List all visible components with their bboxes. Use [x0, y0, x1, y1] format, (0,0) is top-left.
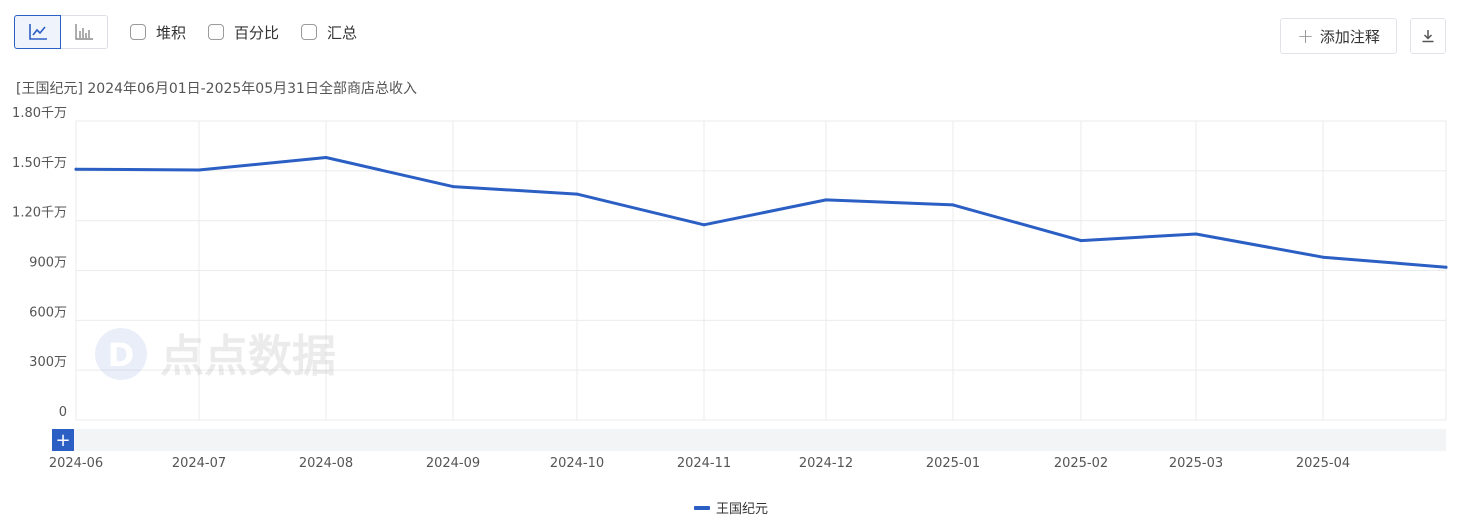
summary-checkbox-label: 汇总 — [327, 23, 358, 42]
y-axis: 0 300万 600万 900万 1.20千万 1.50千万 1.80千万 — [12, 106, 67, 420]
percent-checkbox-box[interactable] — [208, 24, 225, 40]
data-point[interactable] — [1194, 232, 1198, 236]
stack-checkbox[interactable]: 堆积 — [130, 22, 186, 43]
zoom-scrollbar-track[interactable] — [52, 429, 1446, 451]
watermark-logo-letter: D — [108, 336, 135, 374]
x-tick-label: 2025-02 — [1054, 456, 1108, 471]
summary-checkbox-box[interactable] — [301, 24, 318, 40]
y-tick-label: 300万 — [29, 355, 67, 370]
data-point[interactable] — [74, 167, 78, 171]
x-axis: 2024-06 2024-07 2024-08 2024-09 2024-10 2024-… — [49, 456, 1350, 471]
y-tick-label: 0 — [59, 405, 67, 420]
stack-checkbox-label: 堆积 — [156, 23, 187, 42]
y-tick-label: 1.50千万 — [12, 156, 67, 171]
x-tick-label: 2024-06 — [49, 456, 103, 471]
x-tick-label: 2024-09 — [426, 456, 480, 471]
y-tick-label: 1.20千万 — [12, 206, 67, 221]
summary-checkbox[interactable]: 汇总 — [301, 22, 357, 43]
x-tick-label: 2024-08 — [299, 456, 353, 471]
watermark: D 点点数据 — [95, 328, 336, 382]
x-tick-label: 2024-11 — [677, 456, 731, 471]
data-point[interactable] — [1444, 265, 1448, 269]
data-point[interactable] — [1079, 239, 1083, 243]
watermark-text: 点点数据 — [160, 331, 336, 382]
x-tick-label: 2025-04 — [1296, 456, 1350, 471]
chart-toolbar: 堆积 百分比 汇总 — [14, 14, 357, 50]
data-point[interactable] — [702, 223, 706, 227]
x-tick-label: 2025-03 — [1169, 456, 1223, 471]
zoom-expand-button[interactable]: + — [52, 429, 74, 451]
data-point[interactable] — [197, 168, 201, 172]
chart-legend: 王国纪元 — [0, 498, 1462, 517]
x-tick-label: 2024-12 — [799, 456, 853, 471]
legend-label: 王国纪元 — [715, 502, 768, 517]
line-chart-button[interactable] — [14, 15, 61, 49]
data-point[interactable] — [1321, 255, 1325, 259]
line-chart-icon — [28, 24, 47, 40]
percent-checkbox-label: 百分比 — [234, 23, 280, 42]
watermark-logo-icon — [95, 328, 147, 380]
line-chart: D 点点数据 0 300万 600万 900万 1.20千万 1.50千万 1.80千万 +… — [12, 106, 1448, 471]
legend-swatch — [693, 505, 710, 510]
data-point[interactable] — [824, 198, 828, 202]
y-tick-label: 900万 — [29, 256, 67, 271]
series-layer — [74, 156, 1448, 269]
add-annotation-label: 添加注释 — [1319, 27, 1380, 46]
stack-checkbox-box[interactable] — [130, 24, 146, 40]
series-line-0[interactable] — [74, 156, 1448, 269]
download-button[interactable] — [1410, 18, 1446, 54]
plus-icon: + — [1297, 24, 1314, 48]
zoom-expand-label: + — [55, 430, 70, 451]
y-tick-label: 600万 — [29, 305, 67, 320]
grid-lines — [75, 120, 1447, 421]
bar-chart-icon — [75, 24, 93, 40]
percent-checkbox[interactable]: 百分比 — [208, 22, 279, 43]
y-tick-label: 1.80千万 — [12, 106, 67, 121]
bar-chart-button[interactable] — [61, 15, 108, 49]
x-tick-label: 2024-07 — [172, 456, 226, 471]
data-point[interactable] — [324, 156, 328, 159]
data-point[interactable] — [951, 203, 955, 207]
add-annotation-button[interactable]: + 添加注释 — [1280, 18, 1397, 54]
chart-subtitle: [王国纪元] 2024年06月01日-2025年05月31日全部商店总收入 — [16, 81, 417, 97]
data-point[interactable] — [575, 192, 579, 196]
chart-type-switch — [14, 15, 108, 49]
download-icon — [1422, 30, 1434, 43]
x-tick-label: 2025-01 — [926, 456, 980, 471]
x-tick-label: 2024-10 — [550, 456, 604, 471]
data-point[interactable] — [451, 185, 455, 189]
